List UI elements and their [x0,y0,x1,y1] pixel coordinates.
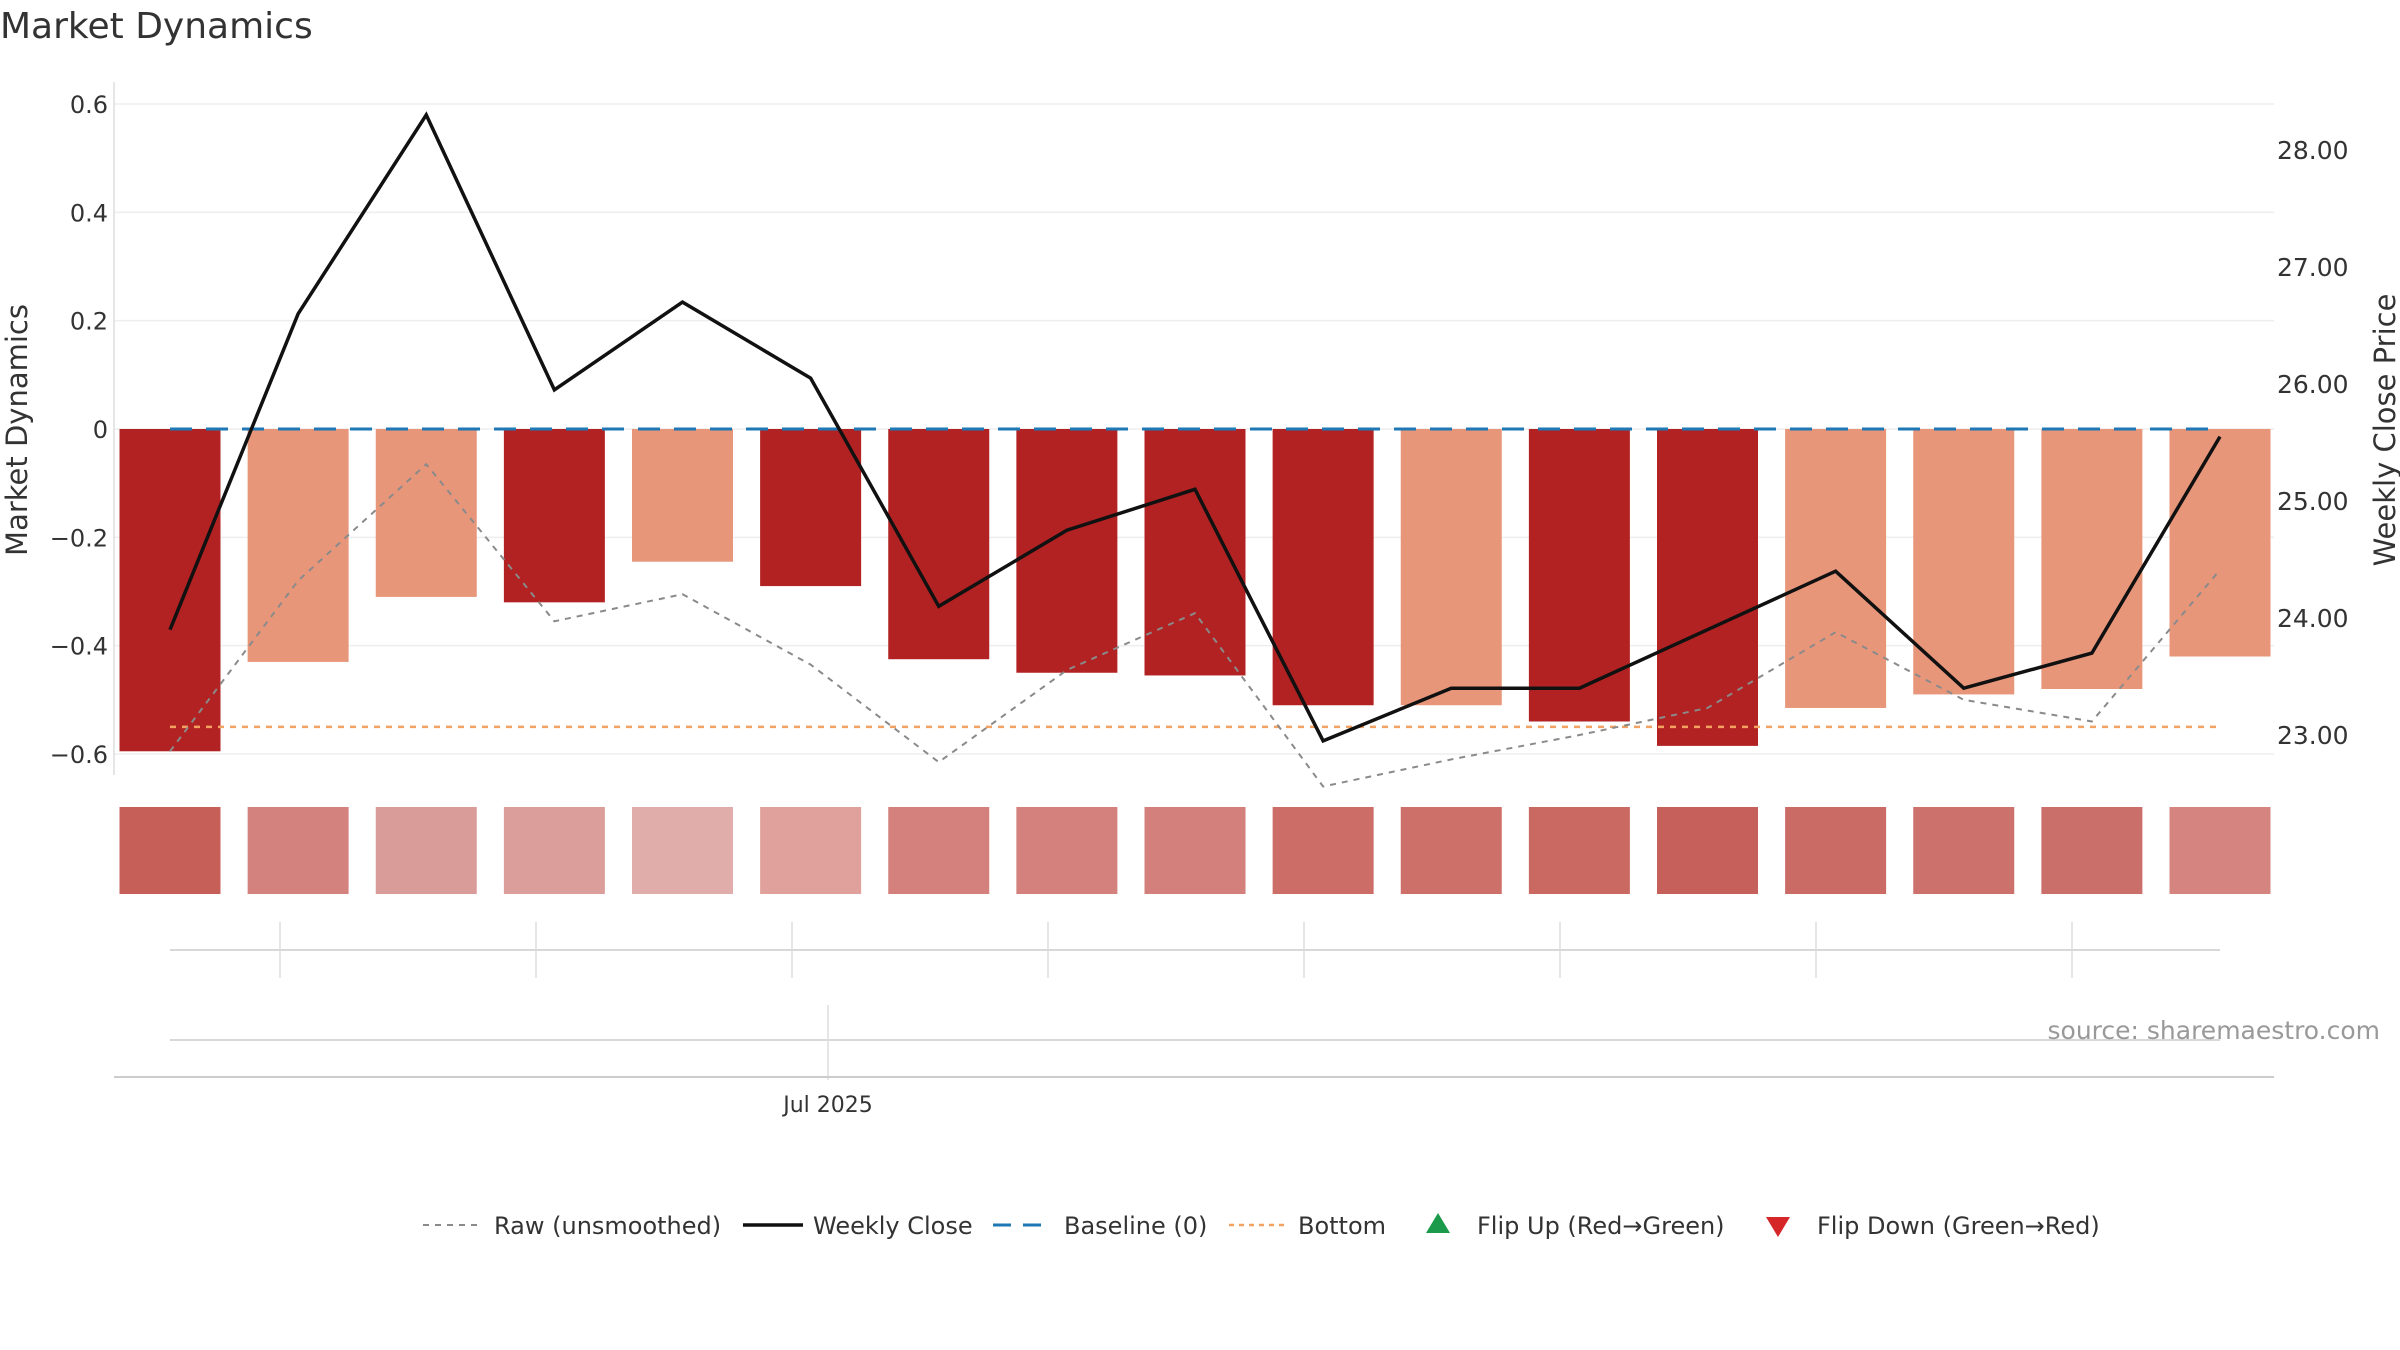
bar [375,429,477,597]
bar [760,429,862,587]
right-tick-label: 24.00 [2277,604,2349,633]
left-tick-label: 0.4 [70,199,108,227]
right-tick-label: 25.00 [2277,487,2349,516]
left-tick-label: 0.2 [70,308,108,336]
bar [1913,429,2015,695]
strip-cell [119,807,221,894]
left-y-axis: 0.6 0.4 0.2 0 −0.2 −0.4 −0.6 [50,82,115,775]
legend-label: Bottom [1298,1212,1386,1240]
left-tick-label: −0.2 [50,524,108,552]
weekly-close-line [168,111,2222,744]
strip-cell [888,807,990,894]
source-label: source: sharemaestro.com [2048,1016,2381,1045]
chart-title: Market Dynamics [0,6,313,47]
strip-cell [760,807,862,894]
bar-series [119,429,2271,752]
left-tick-label: 0.6 [70,91,108,119]
legend: Raw (unsmoothed) Weekly Close Baseline (0)… [423,1212,2100,1240]
legend-label: Flip Up (Red→Green) [1477,1212,1725,1240]
legend-label: Raw (unsmoothed) [494,1212,721,1240]
strip-cell [247,807,349,894]
strip-cell [632,807,733,894]
legend-triangle-down-icon [1766,1217,1790,1237]
strip-cell [503,807,605,894]
bar [1144,429,1246,676]
left-tick-label: 0 [93,416,108,444]
bar [1528,429,1630,722]
bar [632,429,733,562]
bar [1785,429,1887,708]
right-axis-label: Weekly Close Price [2368,294,2400,567]
left-tick-label: −0.6 [50,741,108,769]
strip-cell [1657,807,1758,894]
right-tick-label: 28.00 [2277,136,2349,165]
legend-label: Weekly Close [813,1212,973,1240]
legend-label: Baseline (0) [1064,1212,1207,1240]
left-axis-label: Market Dynamics [0,304,34,556]
strip-cell [2169,807,2271,894]
right-tick-label: 26.00 [2277,370,2349,399]
strip-cell [2041,807,2143,894]
bar [2169,429,2271,657]
minor-ticks [279,922,2073,978]
strip-cell [1400,807,1502,894]
bar [119,429,221,752]
raw-series-line [169,462,2221,788]
bar [503,429,605,603]
bar [1400,429,1502,706]
right-tick-label: 27.00 [2277,253,2349,282]
legend-triangle-up-icon [1426,1213,1450,1233]
strip-cell [1528,807,1630,894]
reference-lines [170,427,2220,729]
bar [2041,429,2143,690]
strip-cell [1016,807,1118,894]
bar [1272,429,1374,706]
left-tick-label: −0.4 [50,633,108,661]
strip-cell [375,807,477,894]
strip-cell [1272,807,1374,894]
strip-cell [1144,807,1246,894]
strip-cell [1913,807,2015,894]
right-tick-label: 23.00 [2277,721,2349,750]
line-series [168,111,2222,788]
bar [1657,429,1758,746]
color-strip [119,807,2271,894]
x-tick-label: Jul 2025 [781,1093,873,1118]
time-axis: Jul 2025 [114,922,2274,1118]
right-y-axis: 28.00 27.00 26.00 25.00 24.00 23.00 [2277,136,2349,750]
strip-cell [1785,807,1887,894]
legend-label: Flip Down (Green→Red) [1817,1212,2100,1240]
bar [247,429,349,662]
